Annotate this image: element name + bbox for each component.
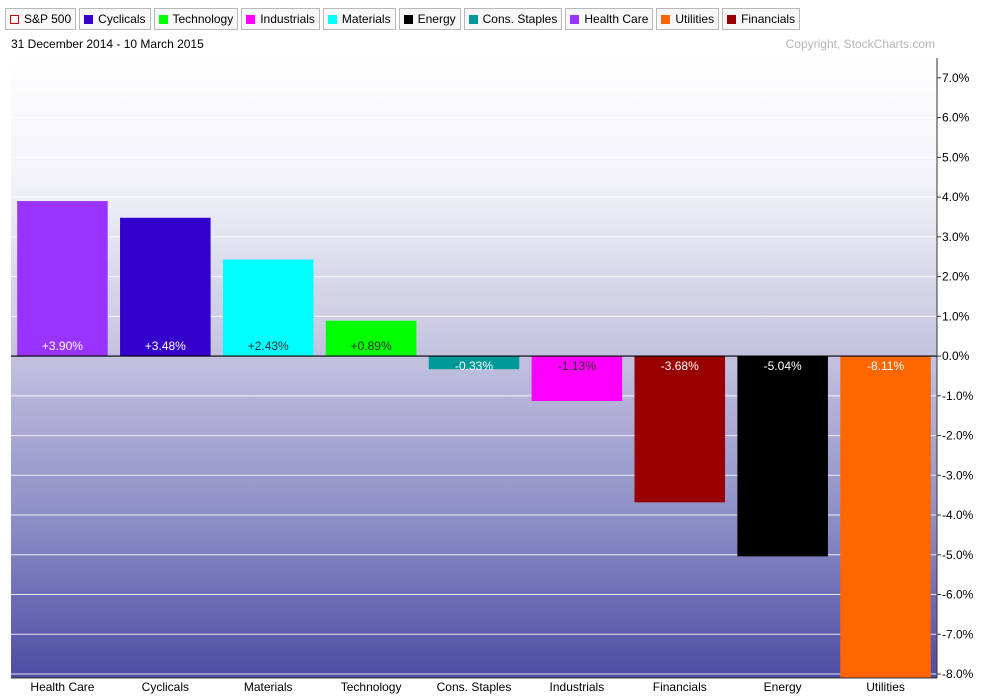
legend-label: Cyclicals — [98, 12, 146, 26]
y-tick-label: 1.0% — [942, 309, 970, 323]
bar-technology — [325, 320, 417, 357]
bar-cons-staples — [428, 356, 520, 370]
legend-item-health-care[interactable]: Health Care — [565, 8, 654, 30]
legend-swatch — [10, 14, 19, 24]
legend: S&P 500 Cyclicals Technology Industrials Mat… — [5, 8, 801, 30]
bar-energy — [737, 356, 828, 557]
copyright: Copyright, StockCharts.com — [785, 37, 935, 51]
y-tick-label: -4.0% — [942, 508, 974, 522]
y-axis: 7.0% 6.0% 5.0% 4.0% 3.0% 2.0% 1.0% 0.0% -1.0% -2.… — [937, 71, 974, 681]
legend-item-industrials[interactable]: Industrials — [241, 8, 320, 30]
legend-label: Technology — [172, 12, 234, 26]
legend-item-cyclicals[interactable]: Cyclicals — [79, 8, 151, 30]
bar-materials — [222, 259, 314, 357]
legend-item-technology[interactable]: Technology — [153, 8, 239, 30]
legend-swatch — [158, 14, 168, 24]
bar-value-label: -3.68% — [661, 359, 699, 373]
legend-item-energy[interactable]: Energy — [398, 8, 461, 30]
x-category-label: Health Care — [30, 680, 94, 694]
y-tick-label: 3.0% — [942, 230, 970, 244]
y-tick-label: 6.0% — [942, 111, 970, 125]
x-category-label: Energy — [764, 680, 802, 694]
bar-value-labels: +3.90% +3.48% +2.43% +0.89% -0.33% -1.13% -3.6… — [42, 339, 905, 373]
date-range: 31 December 2014 - 10 March 2015 — [11, 37, 204, 51]
legend-swatch — [84, 14, 94, 24]
legend-item-cons-staples[interactable]: Cons. Staples — [463, 8, 563, 30]
y-tick-label: -2.0% — [942, 429, 974, 443]
legend-label: Energy — [417, 12, 456, 26]
bar-value-label: +0.89% — [351, 339, 392, 353]
legend-label: S&P 500 — [24, 12, 72, 26]
legend-label: Utilities — [675, 12, 715, 26]
bar-value-label: +2.43% — [248, 339, 289, 353]
legend-swatch — [661, 14, 671, 24]
legend-item-materials[interactable]: Materials — [322, 8, 396, 30]
bar-utilities — [840, 356, 931, 679]
legend-swatch — [327, 14, 337, 24]
legend-label: Materials — [341, 12, 391, 26]
legend-swatch — [403, 14, 413, 24]
gridlines — [11, 77, 937, 675]
y-tick-label: -3.0% — [942, 468, 974, 482]
x-category-label: Technology — [341, 680, 402, 694]
y-tick-label: -1.0% — [942, 389, 974, 403]
legend-label: Health Care — [584, 12, 649, 26]
y-tick-label: -6.0% — [942, 588, 974, 602]
legend-label: Cons. Staples — [482, 12, 558, 26]
y-tick-label: -8.0% — [942, 667, 974, 681]
x-category-label: Utilities — [866, 680, 905, 694]
bar-health-care — [17, 201, 108, 357]
bar-value-label: +3.90% — [42, 339, 83, 353]
bar-value-label: -5.04% — [764, 359, 802, 373]
legend-label: Industrials — [260, 12, 315, 26]
bar-value-label: -0.33% — [455, 359, 493, 373]
y-tick-label: 7.0% — [942, 71, 970, 85]
y-tick-label: -7.0% — [942, 627, 974, 641]
bars — [17, 201, 931, 679]
legend-item-s-p-500[interactable]: S&P 500 — [5, 8, 77, 30]
legend-swatch — [246, 14, 256, 24]
legend-item-financials[interactable]: Financials — [722, 8, 801, 30]
bar-financials — [634, 356, 726, 503]
y-tick-label: -5.0% — [942, 548, 974, 562]
bar-industrials — [531, 356, 623, 401]
x-category-label: Financials — [653, 680, 707, 694]
legend-swatch — [468, 14, 478, 24]
legend-swatch — [727, 14, 737, 24]
x-category-label: Cons. Staples — [437, 680, 512, 694]
bar-value-label: -8.11% — [867, 359, 904, 373]
legend-swatch — [570, 14, 580, 24]
y-tick-label: 2.0% — [942, 270, 970, 284]
y-tick-label: 4.0% — [942, 190, 970, 204]
x-category-label: Industrials — [550, 680, 605, 694]
x-axis: Health Care Cyclicals Materials Technology C… — [30, 680, 904, 694]
bar-cyclicals — [120, 217, 211, 357]
bar-value-label: -1.13% — [558, 359, 596, 373]
x-category-label: Materials — [244, 680, 293, 694]
y-tick-label: 5.0% — [942, 150, 970, 164]
legend-item-utilities[interactable]: Utilities — [656, 8, 720, 30]
bar-value-label: +3.48% — [145, 339, 186, 353]
x-category-label: Cyclicals — [142, 680, 189, 694]
legend-label: Financials — [741, 12, 796, 26]
y-tick-label: 0.0% — [942, 349, 970, 363]
